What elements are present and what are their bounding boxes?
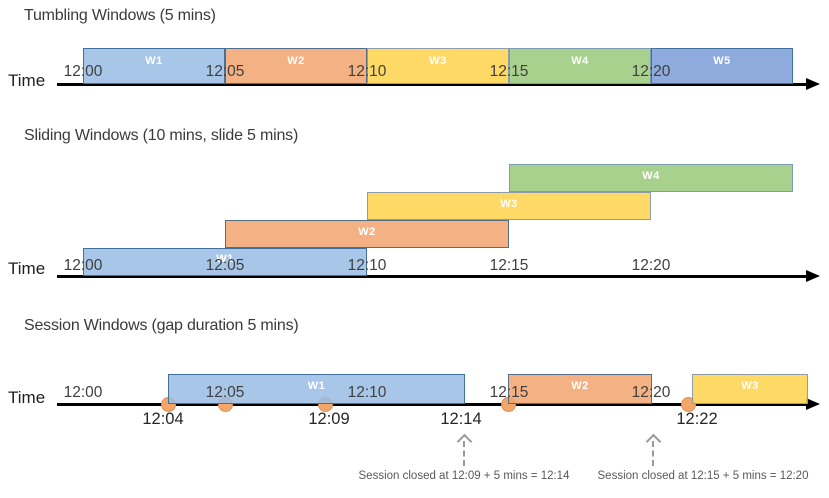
window-label: W2 [358, 226, 376, 238]
tick-label: 12:00 [63, 384, 103, 401]
section-title-sliding: Sliding Windows (10 mins, slide 5 mins) [24, 127, 299, 144]
window-sliding-w3 [367, 192, 651, 220]
annotation-text: Session closed at 12:09 + 5 mins = 12:14 [358, 470, 570, 482]
tick-label: 12:10 [347, 384, 387, 401]
window-tumbling-w4 [509, 48, 651, 84]
event-dot [680, 396, 696, 412]
window-label: W2 [287, 55, 305, 67]
annotation-text: Session closed at 12:15 + 5 mins = 12:20 [597, 470, 809, 482]
window-label: W4 [642, 170, 660, 182]
time-axis-label-sliding: Time [8, 259, 46, 278]
section-title-session: Session Windows (gap duration 5 mins) [24, 317, 299, 334]
window-label: W3 [500, 198, 518, 210]
window-sliding-w4 [509, 164, 793, 192]
axis-arrowhead-icon [806, 78, 820, 90]
tick-label: 12:05 [205, 384, 245, 401]
window-label: W1 [216, 253, 234, 265]
tick-label: 12:05 [205, 257, 245, 274]
tick-label: 12:20 [631, 257, 671, 274]
tick-label: 12:15 [489, 63, 529, 80]
tick-label: 12:00 [63, 63, 103, 80]
tick-label: 12:15 [489, 384, 529, 401]
event-time-label: 12:04 [142, 410, 184, 428]
window-label: W1 [307, 380, 326, 392]
tick-label: 12:20 [631, 384, 671, 401]
tick-label: 12:05 [205, 63, 245, 80]
callout-arrow-stem [652, 441, 654, 466]
window-label: W1 [145, 55, 163, 67]
tick-label: 12:15 [489, 257, 529, 274]
axis-arrowhead-icon [806, 270, 820, 282]
tick-label: 12:10 [347, 63, 387, 80]
tick-label: 12:00 [63, 257, 103, 274]
window-label: W3 [429, 55, 447, 67]
section-title-tumbling: Tumbling Windows (5 mins) [24, 7, 216, 24]
window-session-w2 [508, 374, 652, 404]
window-tumbling-w2 [225, 48, 367, 84]
tick-label: 12:20 [631, 63, 671, 80]
event-time-label: 12:22 [676, 410, 718, 428]
callout-arrow-stem [463, 441, 465, 466]
window-tumbling-w1 [83, 48, 225, 84]
time-axis-tumbling [57, 83, 806, 86]
window-label: W2 [571, 380, 589, 392]
window-session-w3 [692, 374, 808, 404]
event-time-label: 12:09 [308, 410, 350, 428]
time-axis-label-session: Time [8, 388, 46, 407]
window-label: W4 [571, 55, 589, 67]
window-session-w1 [168, 374, 465, 404]
event-time-label: 12:14 [440, 410, 482, 428]
window-label: W3 [741, 380, 759, 392]
tick-label: 12:10 [347, 257, 387, 274]
time-axis-sliding [57, 275, 806, 278]
window-label: W5 [713, 55, 731, 67]
window-tumbling-w5 [651, 48, 793, 84]
time-axis-label-tumbling: Time [8, 71, 46, 90]
window-sliding-w2 [225, 220, 509, 248]
window-tumbling-w3 [367, 48, 509, 84]
window-sliding-w1 [83, 248, 367, 276]
axis-arrowhead-icon [806, 398, 820, 410]
time-axis-session [57, 403, 806, 406]
